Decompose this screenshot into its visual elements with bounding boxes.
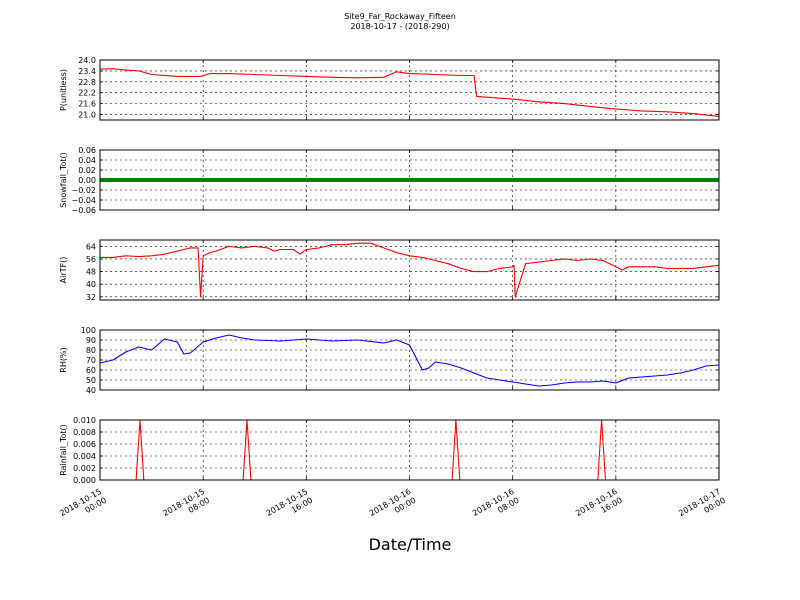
x-tick-label: 2018-10-1616:00 (574, 487, 624, 527)
y-axis-label: AirTF() (59, 257, 68, 284)
y-tick-label: 23.4 (78, 67, 96, 76)
y-tick-label: 80 (86, 346, 96, 355)
axes-frame (99, 419, 720, 481)
panel-1: 24.0 23.4 22.8 22.2 21.6 21.0 P(unitless) (59, 56, 720, 121)
y-tick-label: −0.06 (71, 206, 96, 215)
data-series-line (99, 334, 720, 387)
x-tick-label: 2018-10-1500:00 (58, 487, 108, 527)
y-tick-label: 64 (86, 242, 96, 251)
y-tick-label: 0.006 (73, 440, 96, 449)
y-axis-label: Snowfall_Tot() (59, 152, 68, 208)
y-tick-label: 24.0 (78, 56, 96, 65)
figure-title: Site9_Far_Rockaway_Fifteen (344, 12, 456, 21)
y-tick-label: 0.06 (78, 146, 96, 155)
y-axis-label: Rainfall_Tot() (59, 424, 68, 476)
y-tick-label: 0.002 (73, 464, 96, 473)
y-axis-label: RH(%) (59, 347, 68, 372)
y-tick-label: 0.000 (73, 476, 96, 485)
chart-panels: 24.023.422.822.221.621.0P(unitless)0.060… (59, 56, 720, 485)
y-tick-label: 22.2 (78, 89, 96, 98)
y-tick-label: 70 (86, 356, 96, 365)
x-axis-tick-labels: 2018-10-1500:00 2018-10-1508:00 2018-10-15… (58, 487, 727, 527)
y-tick-label: 40 (86, 386, 96, 395)
axes-frame (99, 59, 720, 121)
y-tick-label: 22.8 (78, 78, 96, 87)
y-axis-label: P(unitless) (59, 69, 68, 111)
panel-5: 0.010 0.008 0.006 0.004 0.002 0.000 Rainfall_T… (59, 416, 720, 485)
data-series-line (99, 68, 720, 117)
y-tick-label: 48 (86, 268, 96, 277)
y-tick-label: 0.004 (73, 452, 96, 461)
y-tick-label: 0.010 (73, 416, 96, 425)
x-tick-label: 2018-10-1516:00 (265, 487, 315, 527)
x-tick-label: 2018-10-1600:00 (368, 487, 418, 527)
y-tick-label: 40 (86, 280, 96, 289)
x-tick-label: 2018-10-1508:00 (161, 487, 211, 527)
x-axis-label: Date/Time (369, 535, 452, 554)
axes-frame (99, 329, 720, 391)
y-tick-label: 0.00 (78, 176, 96, 185)
y-tick-label: −0.02 (71, 186, 96, 195)
y-tick-label: 32 (86, 293, 96, 302)
panel-3: 64 56 48 40 32 AirTF() (59, 239, 720, 302)
figure-subtitle: 2018-10-17 - (2018-290) (350, 22, 449, 31)
y-tick-label: 0.02 (78, 166, 96, 175)
y-tick-label: 50 (86, 376, 96, 385)
y-tick-label: 90 (86, 336, 96, 345)
axes-frame (99, 149, 720, 211)
axes-frame (99, 239, 720, 301)
y-tick-label: 56 (86, 255, 96, 264)
y-tick-label: 0.008 (73, 428, 96, 437)
y-tick-label: 100 (81, 326, 96, 335)
x-tick-label: 2018-10-1700:00 (677, 487, 727, 527)
x-tick-label: 2018-10-1608:00 (471, 487, 521, 527)
y-tick-label: 0.04 (78, 156, 96, 165)
panel-2: 0.060.040.020.00−0.02−0.04−0.06Snowfall_… (59, 146, 720, 215)
y-tick-label: 21.0 (78, 111, 96, 120)
y-tick-label: −0.04 (71, 196, 96, 205)
y-tick-label: 60 (86, 366, 96, 375)
data-series-line (100, 242, 720, 298)
y-tick-label: 21.6 (78, 100, 96, 109)
